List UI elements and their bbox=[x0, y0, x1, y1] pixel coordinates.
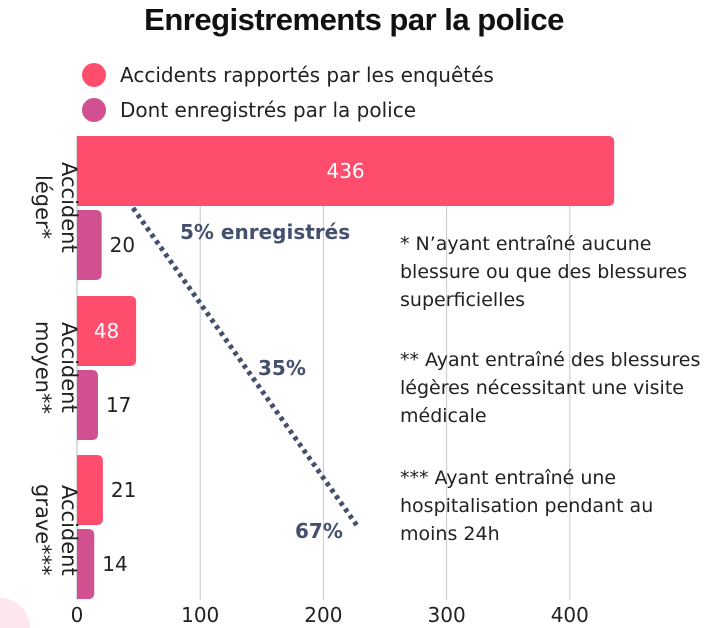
footnote-moyen: ** Ayant entraîné des blessures légères … bbox=[400, 349, 701, 427]
legend-label: Accidents rapportés par les enquêtés bbox=[120, 63, 494, 87]
bar-reported bbox=[77, 296, 137, 366]
annotation-67pct: 67% bbox=[295, 519, 343, 543]
footnote-leger: * N’ayant entraîné aucune blessure ou qu… bbox=[400, 233, 688, 311]
bar-police bbox=[77, 370, 98, 440]
x-tick-label: 0 bbox=[71, 603, 84, 627]
x-tick-label: 300 bbox=[428, 603, 466, 627]
annotation-5pct: 5% enregistrés bbox=[180, 220, 351, 244]
category-label-grave: Accident grave*** bbox=[31, 484, 81, 576]
legend-swatch bbox=[82, 98, 106, 122]
bar-value-label: 17 bbox=[106, 393, 131, 417]
x-tick-label: 400 bbox=[551, 603, 589, 627]
bar-value-label: 48 bbox=[94, 319, 119, 343]
bar-reported bbox=[77, 136, 615, 206]
legend-label: Dont enregistrés par la police bbox=[120, 98, 417, 122]
trend-dotted-line bbox=[130, 206, 361, 529]
bar-police bbox=[77, 210, 102, 280]
footnote-grave: *** Ayant entraîné une hospitalisation p… bbox=[400, 467, 654, 545]
annotation-35pct: 35% bbox=[258, 356, 306, 380]
bar-police bbox=[77, 529, 95, 599]
bar-reported bbox=[77, 455, 103, 525]
legend-swatch bbox=[82, 63, 106, 87]
legend-item-reported: Accidents rapportés par les enquêtés bbox=[82, 63, 494, 87]
x-tick-label: 100 bbox=[181, 603, 219, 627]
bar-value-label: 21 bbox=[111, 478, 136, 502]
category-label-leger: Accident léger* bbox=[31, 162, 81, 253]
legend-item-police: Dont enregistrés par la police bbox=[82, 98, 416, 122]
x-tick-label: 200 bbox=[304, 603, 342, 627]
bar-value-label: 20 bbox=[110, 233, 135, 257]
bar-value-label: 14 bbox=[102, 552, 127, 576]
chart-title: Enregistrements par la police bbox=[144, 2, 564, 37]
category-label-moyen: Accident moyen** bbox=[31, 321, 81, 414]
bar-value-label: 436 bbox=[326, 159, 364, 183]
